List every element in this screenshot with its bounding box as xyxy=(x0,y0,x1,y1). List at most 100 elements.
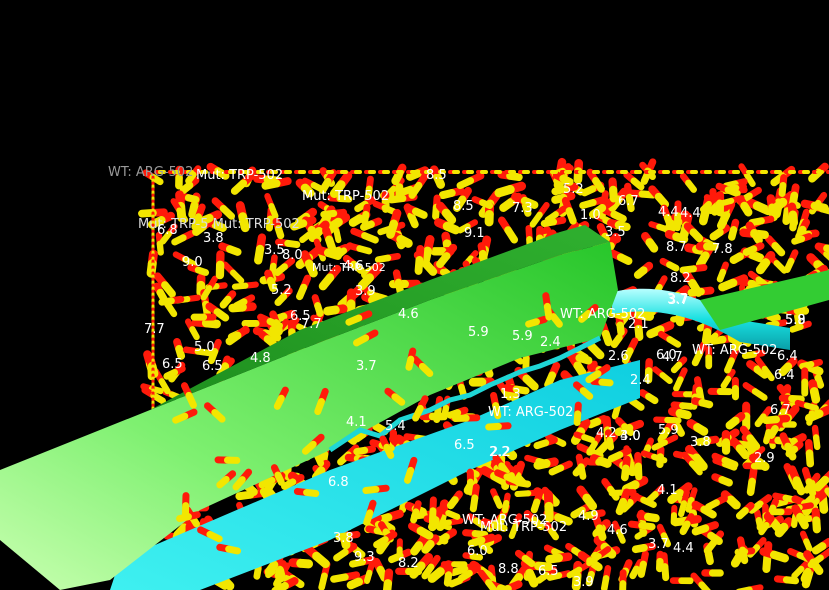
bond-stick xyxy=(650,453,668,464)
bond-stick xyxy=(363,509,374,526)
distance-label: 2.6 xyxy=(608,349,629,364)
bond-stick xyxy=(691,350,703,367)
bond-stick xyxy=(674,423,685,437)
bond-stick xyxy=(616,253,633,265)
bond-stick xyxy=(446,409,462,419)
bond-stick xyxy=(611,401,622,420)
bond-stick xyxy=(354,200,369,213)
residue-label: Mut: TRP-502 xyxy=(196,168,284,183)
bond-stick xyxy=(807,554,824,569)
bond-stick xyxy=(601,329,613,347)
background-bond-sticks xyxy=(138,157,829,590)
distance-label: 6.5 xyxy=(202,359,223,374)
distance-label: 2.4 xyxy=(630,373,651,388)
bond-stick xyxy=(420,246,432,268)
bond-stick xyxy=(349,558,367,568)
bond-stick xyxy=(606,485,620,501)
bond-stick xyxy=(721,456,739,469)
bond-stick xyxy=(805,449,815,468)
bond-stick xyxy=(433,172,446,189)
distance-label: 5.2 xyxy=(563,182,584,197)
bond-stick xyxy=(582,510,598,520)
bond-stick xyxy=(230,179,248,195)
bond-stick xyxy=(645,393,659,405)
bond-stick xyxy=(318,572,328,590)
residue-label: Mut: TRP-502 xyxy=(480,520,568,535)
bond-stick xyxy=(333,227,342,244)
bond-stick xyxy=(138,209,157,218)
bond-stick xyxy=(735,444,750,460)
bond-stick xyxy=(724,186,741,198)
bond-stick xyxy=(266,317,284,330)
distance-label: 2.2 xyxy=(489,445,510,460)
bond-stick xyxy=(219,295,232,309)
bond-stick xyxy=(274,224,285,240)
bond-stick xyxy=(747,279,764,289)
bond-stick xyxy=(499,198,515,212)
bond-stick xyxy=(729,252,744,265)
bond-stick xyxy=(646,325,665,339)
bond-stick xyxy=(559,174,574,186)
bond-stick xyxy=(436,252,451,269)
bond-stick xyxy=(620,464,630,482)
distance-label: 6.5 xyxy=(454,438,475,453)
bond-stick xyxy=(501,387,513,401)
bond-stick xyxy=(273,394,285,410)
bond-stick xyxy=(506,171,523,182)
distance-label: 3.7 xyxy=(668,293,689,308)
distance-label: 4.8 xyxy=(250,351,271,366)
distance-label: 6.5 xyxy=(538,564,559,579)
distance-label: 5.9 xyxy=(658,423,679,438)
distance-label: 7.7 xyxy=(301,317,322,332)
bond-stick xyxy=(216,475,230,489)
bond-stick xyxy=(521,201,532,217)
bond-stick xyxy=(791,235,806,245)
distance-label: 6.5 xyxy=(290,309,311,324)
bond-stick xyxy=(551,193,568,204)
distance-label: 2.2 xyxy=(490,445,511,460)
bond-stick xyxy=(346,577,364,590)
bond-stick xyxy=(785,445,799,458)
bond-stick xyxy=(608,195,623,212)
bond-stick xyxy=(758,521,770,536)
distance-label: 3.9 xyxy=(573,575,594,590)
distance-label: 6.5 xyxy=(162,357,183,372)
bond-stick xyxy=(803,538,813,553)
bond-stick xyxy=(394,278,405,296)
bond-stick xyxy=(722,180,739,190)
bond-stick xyxy=(621,423,635,437)
bond-stick xyxy=(818,494,829,514)
distance-label: 3.7 xyxy=(356,359,377,374)
distance-label: 4.1 xyxy=(657,483,678,498)
distance-label: 9.1 xyxy=(464,226,485,241)
distance-label: 5.2 xyxy=(271,283,292,298)
green-ribbon-face xyxy=(0,242,618,590)
bond-stick xyxy=(689,228,704,243)
bond-stick xyxy=(810,201,829,212)
bond-stick xyxy=(492,402,502,420)
bond-stick xyxy=(225,331,242,346)
distance-label: 3.8 xyxy=(203,231,224,246)
bond-stick xyxy=(761,365,775,382)
bond-stick xyxy=(814,374,825,389)
bond-stick xyxy=(179,181,194,194)
bond-stick xyxy=(752,201,773,216)
bond-stick xyxy=(181,256,198,268)
bond-stick xyxy=(586,440,598,456)
bond-stick xyxy=(158,378,171,395)
bond-stick xyxy=(410,541,424,556)
bond-stick xyxy=(254,244,265,265)
bond-stick xyxy=(799,360,815,370)
bond-stick xyxy=(194,266,210,276)
distance-label: 6.8 xyxy=(328,475,349,490)
bond-stick xyxy=(172,412,189,424)
bond-stick xyxy=(192,222,207,236)
bond-stick xyxy=(673,376,684,392)
bond-stick xyxy=(746,434,761,451)
bond-stick xyxy=(414,255,424,275)
bond-stick xyxy=(443,571,453,587)
bond-stick xyxy=(353,431,367,443)
bond-stick xyxy=(412,404,424,422)
bond-stick xyxy=(156,288,168,303)
